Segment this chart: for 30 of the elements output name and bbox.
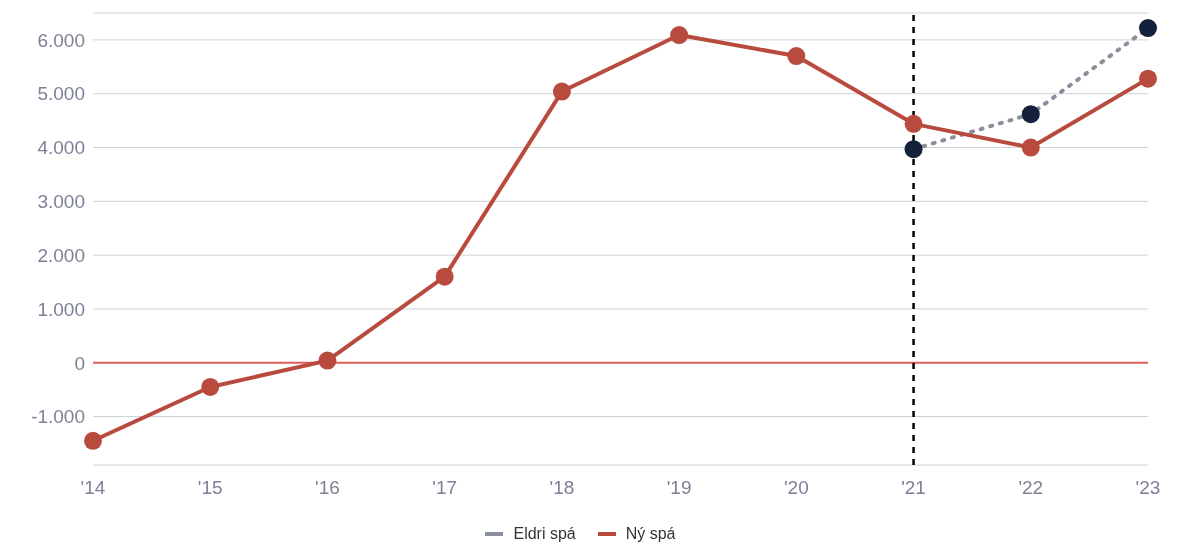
y-tick-label: 6.000 [37,29,85,51]
x-tick-label: '17 [432,477,458,499]
x-tick-label: '19 [666,477,692,499]
x-tick-label: '23 [1135,477,1161,499]
point [201,377,220,396]
point [1021,138,1040,157]
point [670,26,689,45]
x-tick-label: '16 [315,477,340,499]
x-tick-label: '18 [549,477,575,499]
point [435,267,454,286]
point [904,114,923,133]
y-tick-label: 3.000 [37,191,85,213]
legend-label: Ný spá [624,525,676,543]
x-tick-label: '21 [901,477,926,499]
point [552,82,571,101]
x-tick-label: '15 [197,477,223,499]
point [318,351,337,370]
y-tick-label: -1.000 [31,406,85,428]
x-tick-label: '20 [783,477,809,499]
x-tick-label: '22 [1018,477,1044,499]
y-tick-label: 1.000 [37,298,85,320]
y-tick-label: 5.000 [37,83,85,105]
point [84,431,102,450]
point [787,47,806,66]
y-tick-label: 2.000 [37,244,85,266]
x-tick-label: '14 [80,477,106,499]
y-tick-label: 0 [74,352,85,374]
y-tick-label: 4.000 [37,137,85,159]
point [1139,69,1157,88]
legend-label: Eldri spá [512,525,576,543]
